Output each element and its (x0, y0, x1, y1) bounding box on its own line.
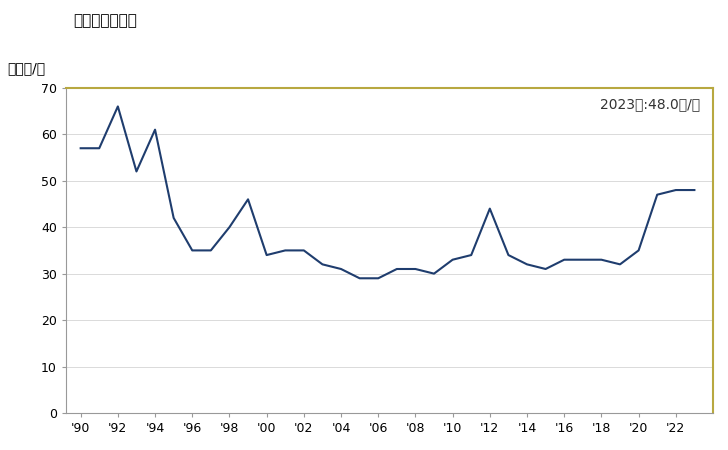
Text: 2023年:48.0円/台: 2023年:48.0円/台 (600, 98, 700, 112)
Text: 輸入価格の推移: 輸入価格の推移 (73, 14, 137, 28)
Text: 単位円/台: 単位円/台 (7, 61, 46, 75)
